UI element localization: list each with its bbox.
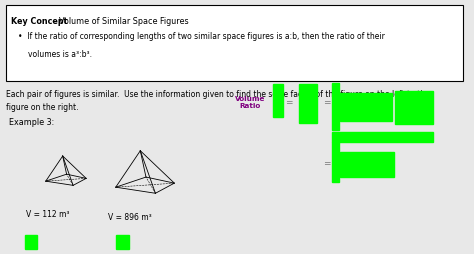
Text: V = 112 m³: V = 112 m³ — [26, 210, 70, 218]
Text: volumes is a³:b³.: volumes is a³:b³. — [28, 50, 92, 58]
Bar — [395, 91, 433, 124]
Text: Each pair of figures is similar.  Use the information given to find the scale fa: Each pair of figures is similar. Use the… — [6, 90, 429, 99]
Bar — [273, 84, 283, 117]
Bar — [332, 132, 433, 142]
Text: Volume
Ratio: Volume Ratio — [235, 96, 265, 109]
Text: Example 3:: Example 3: — [9, 118, 54, 127]
Text: V = 896 m³: V = 896 m³ — [108, 213, 152, 222]
Text: figure on the right.: figure on the right. — [6, 103, 78, 112]
Bar — [25, 235, 37, 249]
Text: =: = — [323, 159, 331, 168]
Bar — [116, 235, 129, 249]
Text: – Volume of Similar Space Figures: – Volume of Similar Space Figures — [50, 17, 189, 25]
Bar — [332, 142, 339, 182]
Bar — [340, 93, 392, 121]
Bar — [299, 84, 317, 123]
Bar — [332, 83, 339, 130]
FancyBboxPatch shape — [6, 5, 463, 81]
Text: =: = — [323, 98, 331, 107]
Text: =: = — [285, 98, 293, 107]
Text: •  If the ratio of corresponding lengths of two similar space figures is a:b, th: • If the ratio of corresponding lengths … — [18, 32, 384, 41]
Bar — [340, 152, 394, 177]
Text: Key Concept: Key Concept — [11, 17, 68, 25]
